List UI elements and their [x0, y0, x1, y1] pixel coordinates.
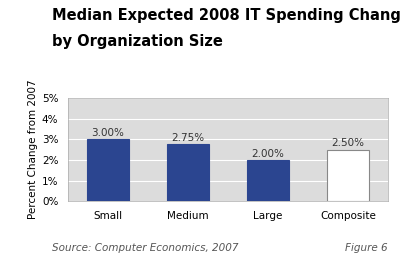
Bar — [167, 144, 209, 201]
Text: 3.00%: 3.00% — [92, 128, 124, 138]
Text: Source: Computer Economics, 2007: Source: Computer Economics, 2007 — [52, 243, 238, 253]
Text: 2.00%: 2.00% — [252, 149, 284, 158]
Text: by Organization Size: by Organization Size — [52, 34, 223, 49]
Y-axis label: Percent Change from 2007: Percent Change from 2007 — [28, 80, 38, 220]
Text: Figure 6: Figure 6 — [345, 243, 388, 253]
Bar — [247, 160, 289, 201]
Text: 2.75%: 2.75% — [172, 133, 204, 143]
Text: Median Expected 2008 IT Spending Change: Median Expected 2008 IT Spending Change — [52, 8, 400, 23]
Bar — [87, 139, 129, 201]
Bar — [327, 150, 369, 201]
Text: 2.50%: 2.50% — [332, 138, 364, 148]
